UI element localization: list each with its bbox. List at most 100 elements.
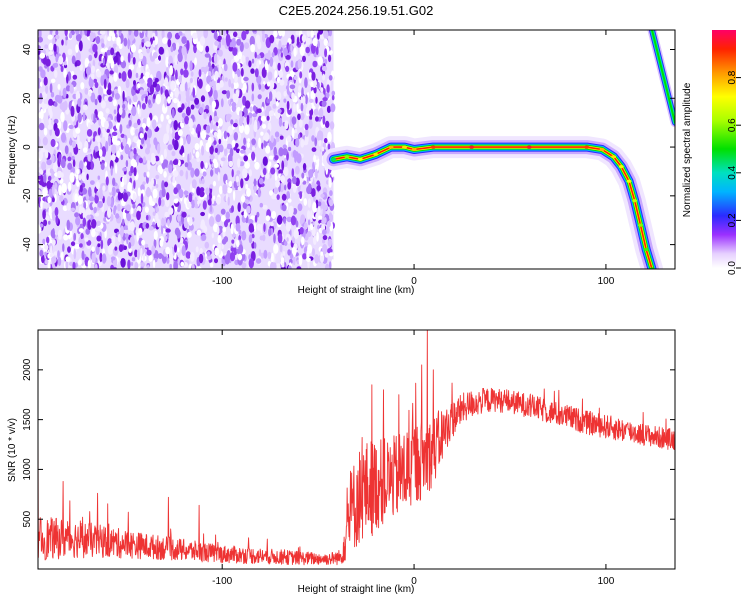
noise-speckle xyxy=(322,73,326,81)
noise-speckle xyxy=(221,215,226,222)
noise-speckle xyxy=(49,110,53,119)
noise-speckle xyxy=(101,43,105,48)
noise-speckle xyxy=(218,138,222,145)
noise-speckle xyxy=(53,118,59,124)
noise-speckle xyxy=(53,43,57,52)
noise-speckle xyxy=(75,44,79,53)
noise-speckle xyxy=(280,175,286,184)
noise-speckle xyxy=(268,91,273,102)
noise-speckle xyxy=(133,180,136,189)
noise-speckle xyxy=(145,125,149,132)
noise-speckle xyxy=(295,165,300,175)
signal-point xyxy=(388,145,394,149)
noise-speckle xyxy=(97,127,101,136)
noise-speckle xyxy=(167,96,171,104)
noise-speckle xyxy=(231,169,234,178)
noise-speckle xyxy=(56,170,63,179)
noise-speckle xyxy=(241,75,245,84)
noise-speckle xyxy=(97,201,103,208)
noise-speckle xyxy=(184,162,189,168)
noise-speckle xyxy=(198,69,202,78)
noise-speckle xyxy=(53,102,58,107)
noise-speckle xyxy=(38,45,41,50)
noise-speckle xyxy=(223,63,228,72)
noise-speckle xyxy=(145,222,150,229)
signal-point xyxy=(632,199,638,203)
noise-speckle xyxy=(98,149,103,157)
noise-speckle xyxy=(231,37,237,48)
noise-speckle xyxy=(131,257,136,262)
noise-speckle xyxy=(239,116,243,127)
noise-speckle xyxy=(186,40,190,51)
noise-speckle xyxy=(146,264,150,269)
signal-point xyxy=(344,155,350,159)
noise-speckle xyxy=(160,224,164,235)
noise-speckle xyxy=(211,232,214,239)
noise-speckle xyxy=(317,81,320,90)
noise-speckle xyxy=(248,258,254,269)
noise-speckle xyxy=(136,232,139,242)
noise-speckle xyxy=(232,190,236,201)
signal-point xyxy=(526,145,532,149)
noise-speckle xyxy=(78,237,82,244)
noise-speckle xyxy=(194,143,200,151)
noise-speckle xyxy=(174,54,178,66)
noise-speckle xyxy=(200,211,206,217)
noise-speckle xyxy=(88,90,92,97)
noise-speckle xyxy=(76,168,80,175)
noise-speckle xyxy=(185,170,189,180)
signal-point xyxy=(357,157,363,161)
noise-speckle xyxy=(269,261,276,269)
noise-speckle xyxy=(310,210,313,221)
noise-speckle xyxy=(49,30,53,35)
noise-speckle xyxy=(279,79,285,86)
noise-speckle xyxy=(307,102,312,111)
noise-speckle xyxy=(281,262,285,268)
noise-speckle xyxy=(238,244,244,254)
noise-speckle xyxy=(60,158,66,169)
noise-speckle xyxy=(106,30,110,36)
noise-speckle xyxy=(160,199,165,207)
noise-speckle xyxy=(173,170,179,178)
noise-speckle xyxy=(317,206,321,214)
noise-speckle xyxy=(299,191,303,200)
noise-speckle xyxy=(232,62,238,72)
noise-speckle xyxy=(244,100,251,109)
noise-speckle xyxy=(114,93,120,100)
noise-speckle xyxy=(217,243,222,249)
noise-speckle xyxy=(289,70,295,78)
noise-speckle xyxy=(324,48,328,58)
noise-speckle xyxy=(300,102,304,112)
colorbar: 0.0 0.2 0.4 0.6 0.8 Normalized spectral ampl… xyxy=(682,30,741,275)
noise-speckle xyxy=(314,254,319,264)
noise-speckle xyxy=(79,243,83,248)
noise-speckle xyxy=(207,136,212,148)
noise-speckle xyxy=(271,210,277,220)
noise-speckle xyxy=(308,183,312,192)
noise-speckle xyxy=(78,259,82,266)
noise-speckle xyxy=(177,129,183,137)
noise-speckle xyxy=(133,80,136,86)
noise-speckle xyxy=(46,236,50,244)
noise-speckle xyxy=(116,112,121,123)
noise-speckle xyxy=(284,241,288,246)
snr-marks xyxy=(38,330,675,566)
noise-speckle xyxy=(67,48,73,56)
noise-speckle xyxy=(57,229,63,240)
noise-speckle xyxy=(283,90,288,97)
noise-speckle xyxy=(104,161,108,167)
noise-speckle xyxy=(54,69,58,79)
noise-speckle xyxy=(88,186,92,197)
noise-speckle xyxy=(113,55,119,63)
noise-speckle xyxy=(121,71,127,82)
noise-speckle xyxy=(86,173,89,180)
noise-speckle xyxy=(268,155,274,160)
noise-speckle xyxy=(238,229,242,236)
noise-speckle xyxy=(243,155,248,162)
noise-speckle xyxy=(265,145,271,154)
noise-speckle xyxy=(93,112,96,124)
noise-speckle xyxy=(262,32,266,43)
noise-speckle xyxy=(253,105,257,112)
noise-speckle xyxy=(137,118,141,126)
